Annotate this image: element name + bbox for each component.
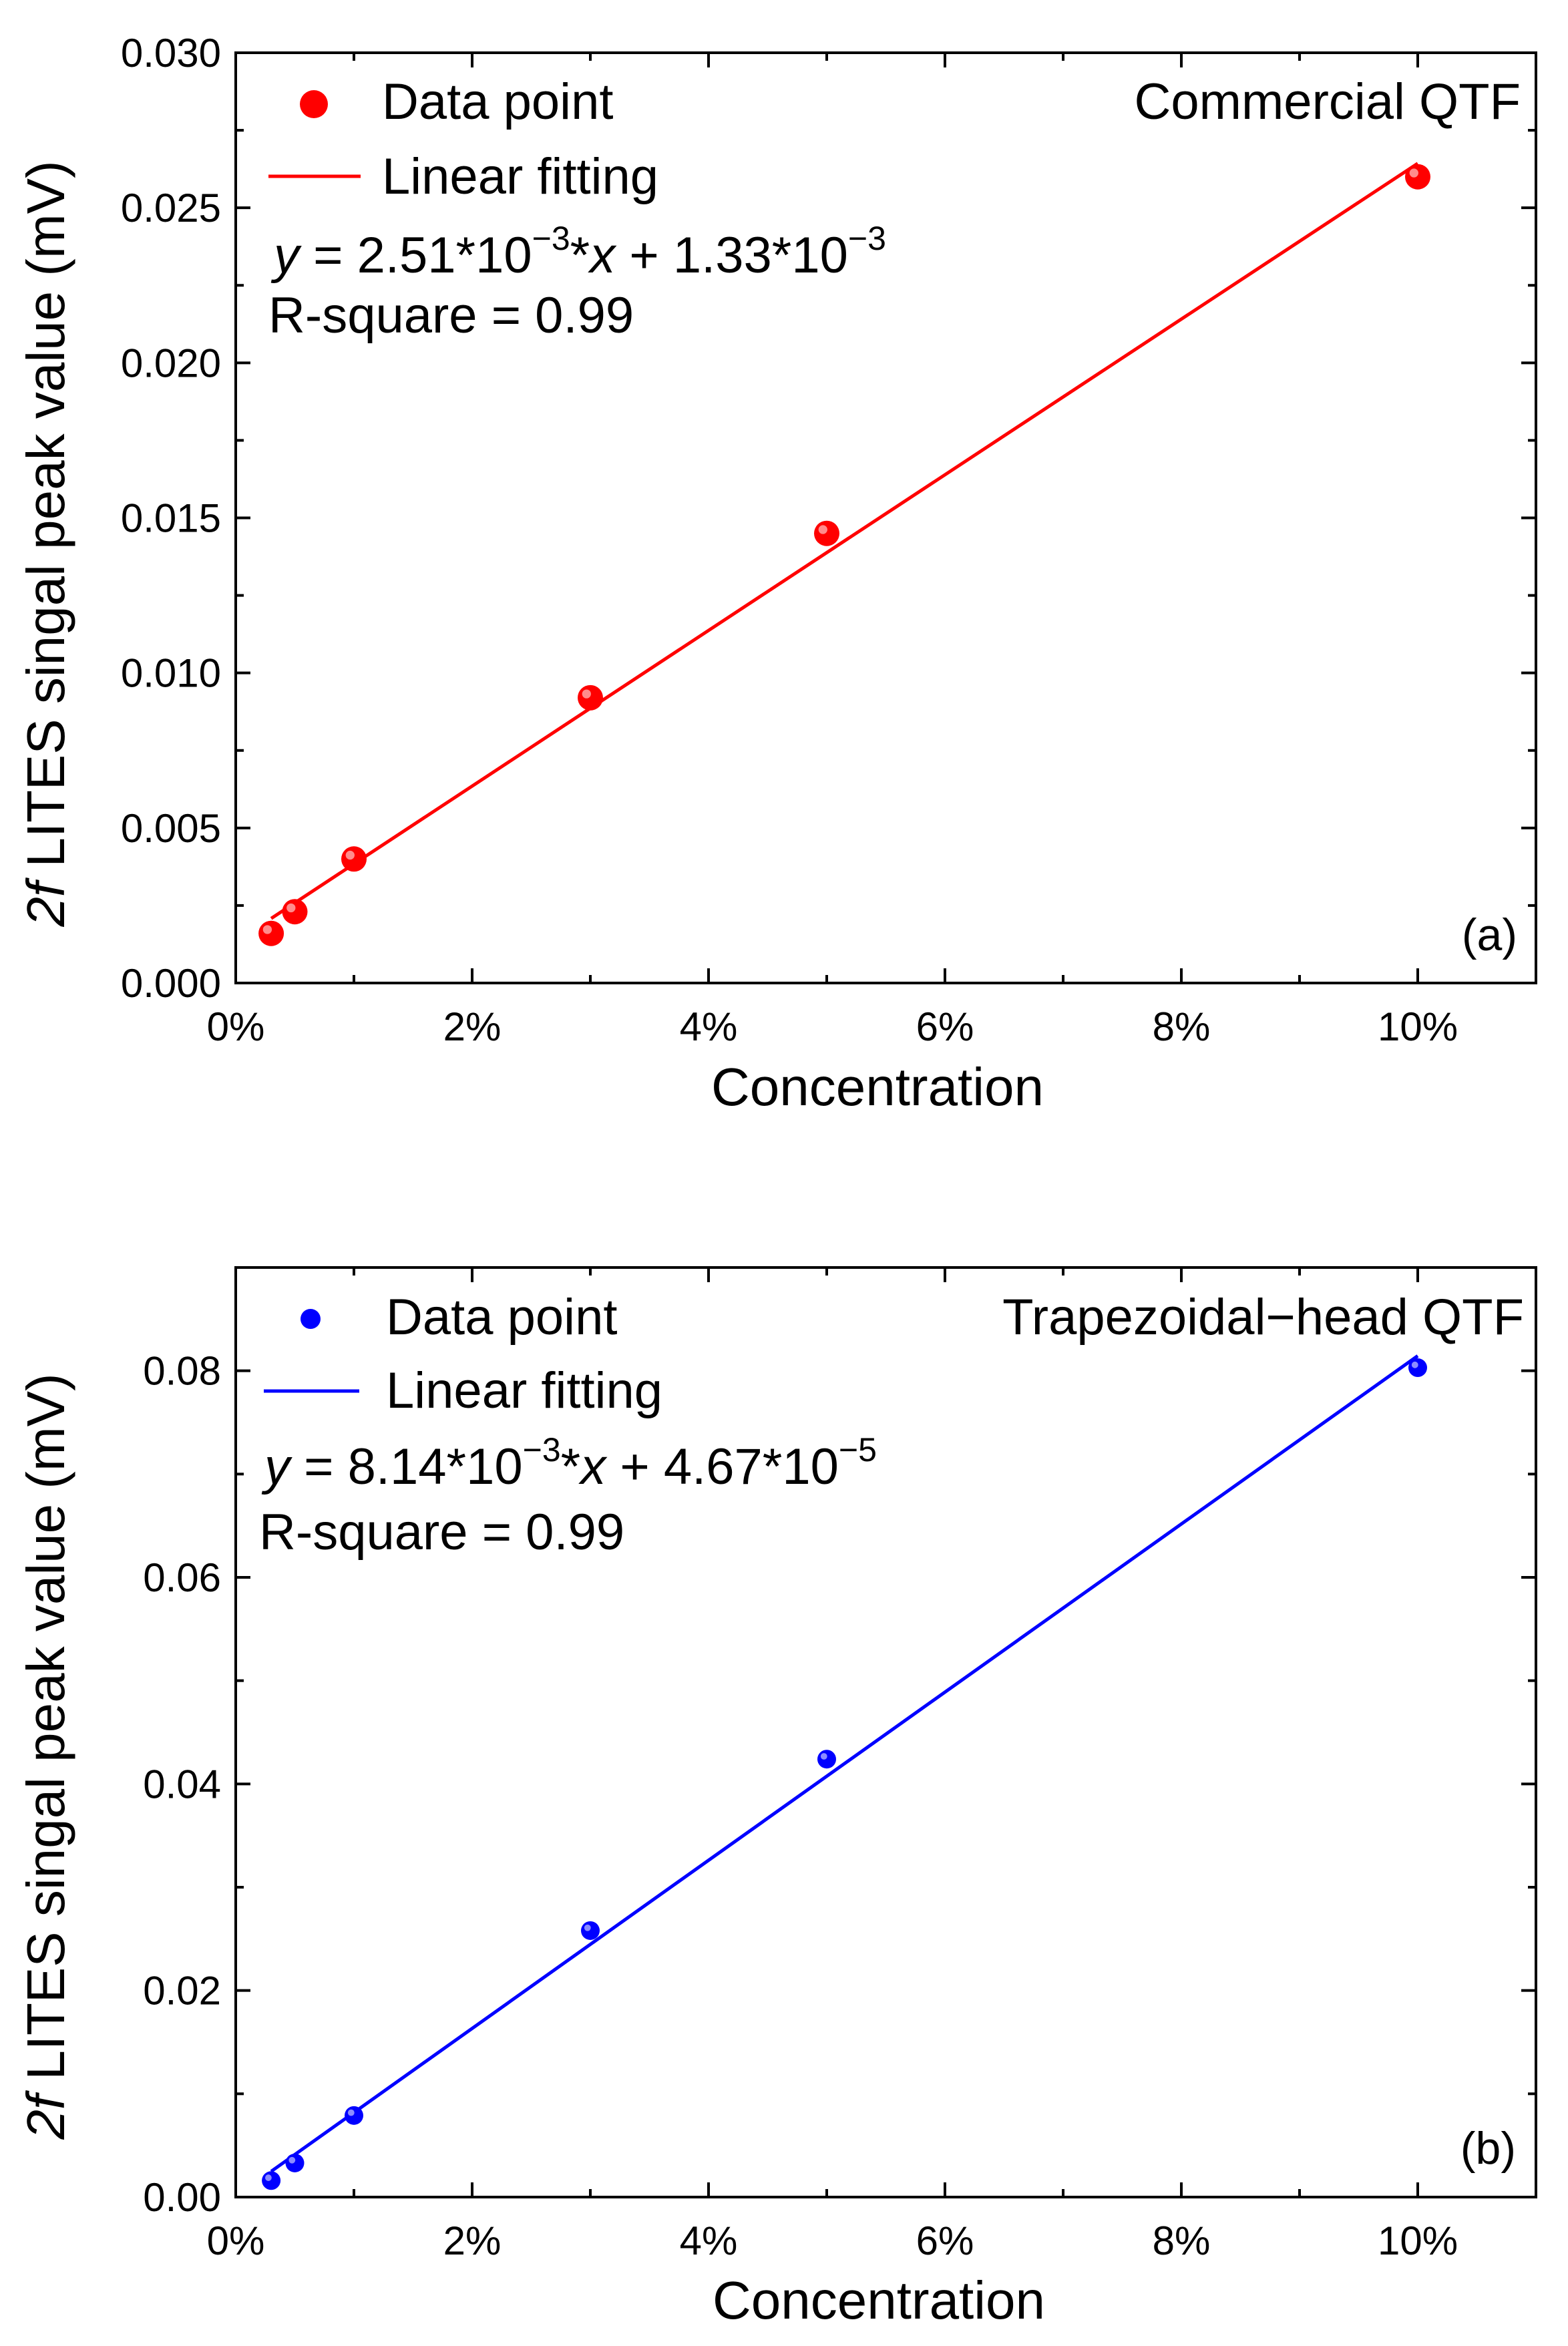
y-tick-label: 0.06 (143, 1555, 221, 1600)
data-point (1405, 164, 1430, 190)
y-axis-title: 2f LITES singal peak value (mV) (16, 160, 75, 927)
data-point-marker (578, 685, 603, 711)
data-point (1408, 1358, 1427, 1378)
data-point (258, 920, 284, 946)
x-axis-title: Concentration (711, 1057, 1044, 1117)
fit-line (270, 162, 1419, 920)
x-tick-label: 10% (1378, 1004, 1458, 1049)
data-point-highlight (1411, 1361, 1418, 1368)
data-point (817, 1750, 836, 1769)
y-tick-label: 0.020 (121, 341, 221, 385)
data-point-marker (341, 846, 367, 872)
data-point-highlight (288, 2156, 296, 2164)
device-label: Commercial QTF (1135, 73, 1521, 130)
data-point (578, 685, 603, 711)
x-axis-ticks: 0% 2% 4% 6% 8% 10% (207, 53, 1537, 1049)
x-tick-label: 4% (680, 2218, 738, 2263)
data-point (282, 899, 308, 925)
data-point-highlight (818, 525, 827, 534)
legend-line-label: Linear fitting (382, 148, 658, 205)
legend-points-label: Data point (382, 73, 613, 130)
data-point-highlight (262, 925, 272, 934)
data-points-group (262, 1358, 1427, 2190)
data-point (262, 2171, 281, 2190)
y-axis-title: 2f LITES singal peak value (mV) (16, 1373, 75, 2140)
data-point-highlight (582, 689, 591, 699)
data-point-highlight (265, 2174, 272, 2181)
y-tick-label: 0.02 (143, 1969, 221, 2013)
data-point-marker (1408, 1358, 1427, 1378)
fit-equation: y = 2.51*10−3*x + 1.33*10−3 (270, 220, 886, 284)
x-axis-ticks: 0% 2% 4% 6% 8% 10% (207, 1267, 1537, 2263)
data-point-marker (581, 1921, 600, 1940)
x-tick-label: 2% (443, 1004, 502, 1049)
y-tick-label: 0.010 (121, 651, 221, 696)
x-tick-label: 6% (916, 1004, 974, 1049)
data-point-marker (282, 899, 308, 925)
data-point-highlight (584, 1924, 591, 1931)
x-tick-label: 2% (443, 2218, 502, 2263)
device-label: Trapezoidal−head QTF (1002, 1289, 1524, 1346)
y-axis-ticks: 0.00 0.02 0.04 0.06 0.08 (143, 1266, 1536, 2220)
data-point-highlight (347, 2109, 355, 2116)
y-tick-label: 0.08 (143, 1349, 221, 1394)
fit-equation: y = 8.14*10−3*x + 4.67*10−5 (261, 1431, 877, 1495)
y-tick-label: 0.030 (121, 31, 221, 75)
x-tick-label: 8% (1153, 2218, 1211, 2263)
r-square-label: R-square = 0.99 (268, 287, 634, 344)
panel-tag: (a) (1462, 910, 1517, 960)
fit-line (270, 1354, 1419, 2173)
y-tick-label: 0.000 (121, 961, 221, 1006)
legend-points-label: Data point (386, 1289, 617, 1346)
x-tick-label: 6% (916, 2218, 974, 2263)
data-point-highlight (345, 850, 355, 860)
data-point-highlight (820, 1753, 827, 1760)
panel-a-chart: 0% 2% 4% 6% 8% 10% 0.0000.0050.0100.0150.0200… (16, 31, 1537, 1117)
data-point-marker (817, 1750, 836, 1769)
plot-frame (234, 1266, 1537, 2198)
data-point (581, 1921, 600, 1940)
y-tick-label: 0.015 (121, 496, 221, 541)
y-axis-ticks: 0.000 0.005 0.010 0.015 0.020 0.025 0.030 (121, 31, 1536, 1006)
r-square-label: R-square = 0.99 (259, 1504, 624, 1561)
data-point-highlight (1409, 168, 1418, 178)
legend-marker (300, 90, 328, 118)
data-point-marker (262, 2171, 281, 2190)
legend-line-label: Linear fitting (386, 1362, 662, 1419)
data-point (345, 2106, 363, 2125)
data-point-marker (1405, 164, 1430, 190)
x-axis-title: Concentration (713, 2271, 1045, 2330)
y-tick-label: 0.04 (143, 1762, 221, 1806)
data-point (285, 2153, 305, 2172)
x-tick-label: 8% (1153, 1004, 1211, 1049)
x-tick-label: 0% (207, 1004, 265, 1049)
y-tick-label: 0.025 (121, 186, 221, 230)
data-point-highlight (286, 903, 296, 913)
y-tick-label: 0.00 (143, 2175, 221, 2220)
y-tick-label: 0.005 (121, 806, 221, 851)
data-point-marker (345, 2106, 363, 2125)
data-point (814, 520, 839, 546)
panel-b-chart: 0% 2% 4% 6% 8% 10% 0.00 0.02 0.04 0.06 0.08 Data … (16, 1266, 1537, 2330)
legend-marker (301, 1309, 321, 1329)
x-tick-label: 0% (207, 2218, 265, 2263)
panel-tag: (b) (1460, 2123, 1516, 2174)
data-point-marker (258, 920, 284, 946)
data-points-group (258, 164, 1430, 946)
data-point (341, 846, 367, 872)
x-tick-label: 4% (680, 1004, 738, 1049)
data-point-marker (814, 520, 839, 546)
data-point-marker (285, 2153, 305, 2172)
x-tick-label: 10% (1378, 2218, 1458, 2263)
